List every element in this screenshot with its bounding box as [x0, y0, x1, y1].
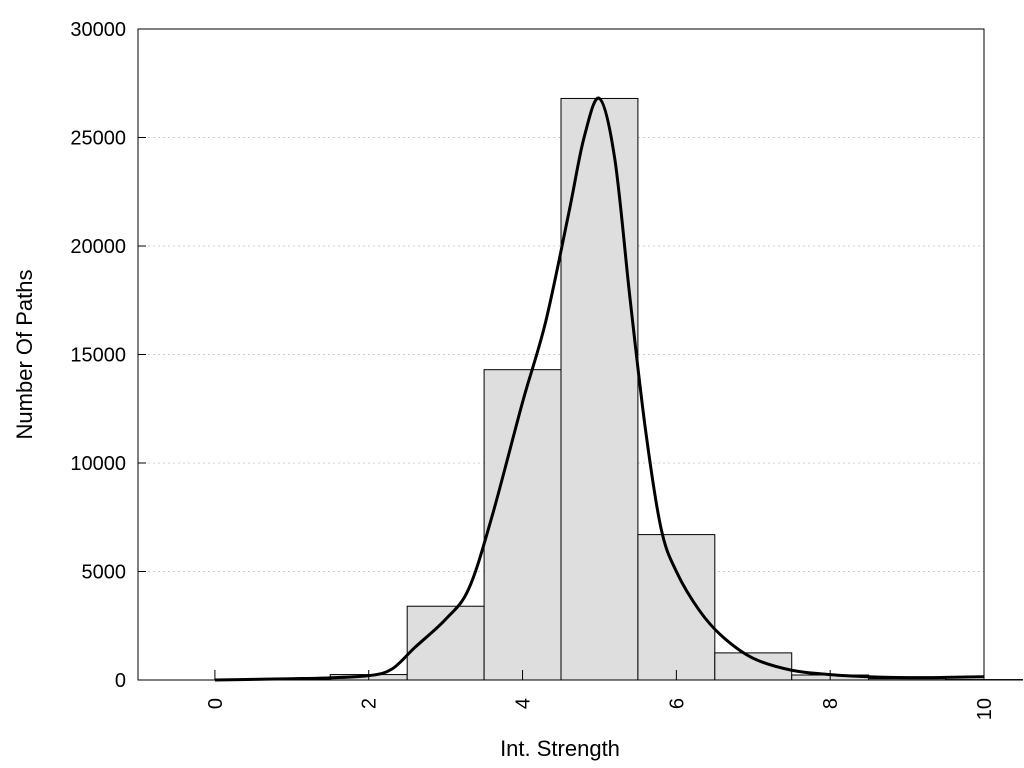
histogram-bar — [637, 534, 716, 681]
y-tick-label: 0 — [115, 670, 126, 692]
x-tick-label: 8 — [820, 698, 842, 709]
y-tick-label: 10000 — [70, 453, 126, 475]
x-tick-label: 4 — [513, 698, 535, 709]
y-axis-ticks: 0 5000 10000 15000 20000 25000 30000 — [70, 19, 146, 692]
y-tick-label: 20000 — [70, 236, 126, 258]
y-tick-label: 5000 — [82, 562, 127, 584]
y-axis-title: Number Of Paths — [12, 270, 37, 440]
x-tick-label: 6 — [666, 698, 688, 709]
x-tick-label: 0 — [205, 698, 227, 709]
x-tick-label: 2 — [359, 698, 381, 709]
y-tick-label: 30000 — [70, 19, 126, 41]
bars-layer — [252, 97, 1023, 681]
histogram-bar — [483, 369, 562, 681]
y-tick-label: 15000 — [70, 345, 126, 367]
x-tick-label: 10 — [974, 698, 996, 720]
y-tick-label: 25000 — [70, 128, 126, 150]
density-curve — [214, 96, 985, 682]
histogram-bar — [560, 97, 639, 681]
grid-layer — [138, 137, 984, 572]
x-axis-title: Int. Strength — [500, 736, 620, 761]
curve-layer — [214, 96, 985, 682]
x-axis-ticks: 0 2 4 6 8 10 — [205, 670, 996, 720]
